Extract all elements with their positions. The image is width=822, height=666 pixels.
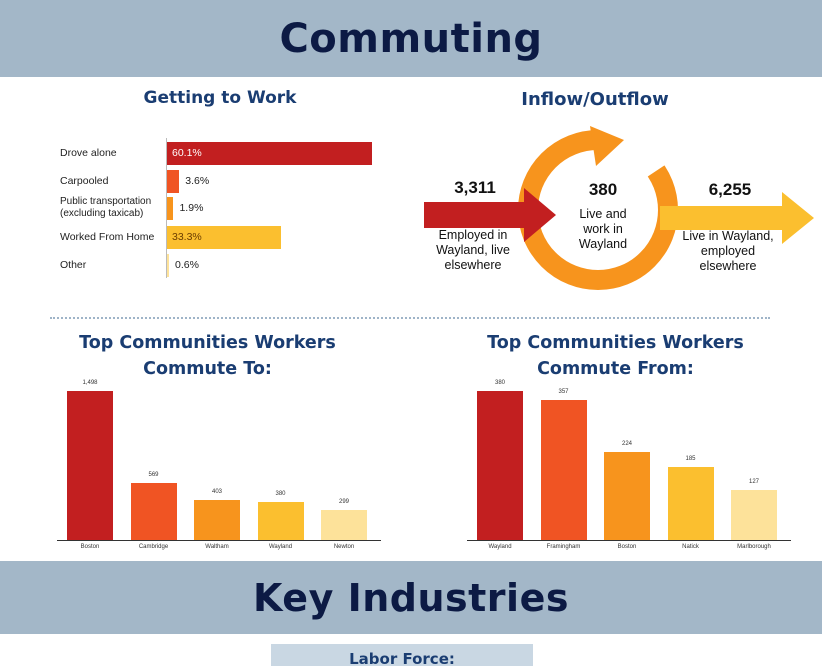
center-number: 380 bbox=[588, 180, 618, 199]
bar-value-label: 380 bbox=[494, 380, 505, 386]
commuting-title: Commuting bbox=[279, 15, 543, 62]
bar-value-label: 403 bbox=[211, 488, 222, 495]
commute-from-title: Top Communities Workers Commute From: bbox=[468, 330, 763, 382]
gw-value: 0.6% bbox=[175, 259, 199, 271]
gw-value: 60.1% bbox=[172, 147, 202, 159]
commute-to-title: Top Communities Workers Commute To: bbox=[60, 330, 355, 382]
bar-value-label: 569 bbox=[148, 472, 159, 479]
outflow-arrow bbox=[660, 192, 814, 244]
gw-bar bbox=[167, 254, 170, 277]
bar-natick bbox=[667, 467, 714, 540]
bar-value-label: 357 bbox=[558, 389, 569, 396]
bar-chart-baseline bbox=[57, 540, 381, 541]
bar-value-label: 299 bbox=[338, 499, 349, 506]
gw-label: Carpooled bbox=[60, 175, 109, 187]
gw-bar bbox=[167, 226, 281, 249]
bar-category-label: Wayland bbox=[268, 544, 293, 550]
gw-bar bbox=[167, 142, 372, 165]
gw-value: 3.6% bbox=[185, 175, 210, 187]
inflow-arrow bbox=[424, 188, 556, 242]
bar-wayland bbox=[257, 502, 304, 540]
bar-boston bbox=[67, 391, 113, 540]
commute-from-title-line2: Commute From: bbox=[537, 359, 694, 379]
getting-to-work-title: Getting to Work bbox=[143, 88, 297, 108]
bar-category-label: Waltham bbox=[205, 544, 229, 550]
bar-category-label: Framingham bbox=[546, 544, 581, 550]
bar-wayland bbox=[477, 391, 523, 540]
bar-category-label: Cambridge bbox=[138, 544, 169, 550]
gw-value: 1.9% bbox=[179, 202, 204, 214]
bar-cambridge bbox=[130, 483, 177, 540]
outflow-text: Live in Wayland, employed elsewhere bbox=[682, 229, 774, 273]
gw-bar bbox=[167, 170, 180, 193]
getting-to-work-axis bbox=[166, 138, 167, 278]
commute-to-title-line1: Top Communities Workers bbox=[79, 333, 336, 353]
gw-label: Public transportation (excluding taxicab… bbox=[60, 196, 152, 219]
gw-label: Drove alone bbox=[60, 147, 117, 159]
bar-chart-baseline bbox=[467, 540, 791, 541]
bar-waltham bbox=[194, 499, 240, 540]
key-industries-header: Key Industries bbox=[0, 561, 822, 634]
commute-to-title-line2: Commute To: bbox=[143, 359, 272, 379]
key-industries-title: Key Industries bbox=[253, 575, 569, 620]
bar-value-label: 380 bbox=[275, 491, 286, 498]
bar-value-label: 127 bbox=[748, 479, 759, 486]
gw-label: Other bbox=[60, 259, 87, 271]
inflow-number: 3,311 bbox=[454, 178, 496, 197]
bar-boston bbox=[604, 452, 650, 540]
bar-category-label: Boston bbox=[617, 544, 637, 550]
gw-label: Worked From Home bbox=[60, 231, 155, 243]
bar-value-label: 224 bbox=[621, 441, 632, 448]
gw-bar bbox=[167, 197, 174, 220]
cycle-arrow-head bbox=[590, 126, 624, 166]
commuting-header: Commuting bbox=[0, 0, 822, 77]
inflow-text: Employed in Wayland, live elsewhere bbox=[436, 228, 510, 272]
bar-marlborough bbox=[731, 490, 777, 540]
bar-category-label: Wayland bbox=[488, 544, 512, 550]
section-divider bbox=[50, 317, 770, 319]
gw-value: 33.3% bbox=[172, 231, 202, 243]
outflow-number: 6,255 bbox=[708, 180, 752, 199]
inflow-outflow-diagram bbox=[424, 126, 814, 290]
bar-category-label: Boston bbox=[80, 544, 100, 550]
bar-newton bbox=[321, 510, 367, 540]
bar-value-label: 1,498 bbox=[82, 380, 98, 386]
bar-category-label: Marlborough bbox=[737, 544, 771, 550]
bar-category-label: Natick bbox=[682, 544, 699, 550]
inflow-outflow-title: Inflow/Outflow bbox=[521, 89, 669, 110]
bar-framingham bbox=[540, 400, 587, 540]
bar-value-label: 185 bbox=[685, 456, 696, 463]
labor-force-label: Labor Force: bbox=[271, 644, 533, 666]
center-text: Live and work in Wayland bbox=[578, 207, 628, 251]
bar-category-label: Newton bbox=[333, 544, 355, 550]
commute-from-title-line1: Top Communities Workers bbox=[487, 333, 744, 353]
